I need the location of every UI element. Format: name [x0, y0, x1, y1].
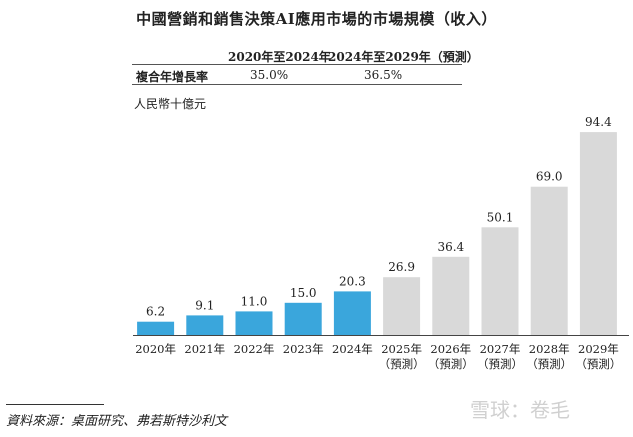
cagr-divider [132, 64, 462, 65]
bar-7 [481, 227, 519, 335]
cagr-header-2020-2024: 2020年至2024年 [228, 50, 331, 64]
bar-1 [186, 315, 224, 335]
cagr-row-label: 複合年增長率 [136, 70, 209, 84]
data-label-1: 9.1 [195, 298, 214, 312]
bar-3 [284, 302, 322, 335]
x-tick-forecast-8: （預測） [526, 357, 572, 371]
cagr-value-2020-2024: 35.0% [250, 68, 289, 82]
cagr-header-2024-2029: 2024年至2029年（預測） [328, 50, 479, 64]
source-note: 資料來源：桌面研究、弗若斯特沙利文 [6, 414, 228, 429]
x-tick-forecast-9: （預測） [575, 357, 621, 371]
x-tick-label-0: 2020年 [135, 342, 176, 356]
x-tick-label-6: 2026年 [430, 342, 471, 356]
bar-5 [383, 277, 421, 335]
bar-0 [137, 321, 175, 335]
data-label-0: 6.2 [146, 305, 165, 319]
x-tick-label-7: 2027年 [480, 342, 521, 356]
bar-9 [579, 132, 617, 335]
data-label-8: 69.0 [536, 170, 563, 184]
x-tick-label-3: 2023年 [283, 342, 324, 356]
data-label-6: 36.4 [437, 240, 464, 254]
bar-8 [530, 186, 568, 335]
bar-6 [432, 256, 470, 335]
data-label-4: 20.3 [339, 274, 366, 288]
x-tick-label-9: 2029年 [578, 342, 619, 356]
bar-4 [333, 291, 371, 335]
data-label-5: 26.9 [388, 260, 415, 274]
source-rule [6, 404, 104, 405]
data-label-2: 11.0 [241, 294, 268, 308]
data-label-9: 94.4 [585, 115, 612, 129]
x-tick-label-1: 2021年 [184, 342, 225, 356]
x-tick-label-8: 2028年 [529, 342, 570, 356]
watermark: 雪球：卷毛 [470, 398, 570, 422]
cagr-value-2024-2029: 36.5% [364, 68, 403, 82]
cagr-bottom-rule [132, 84, 462, 85]
bar-2 [235, 311, 273, 335]
unit-label: 人民幣十億元 [134, 97, 207, 111]
x-tick-forecast-6: （預測） [428, 357, 474, 371]
x-tick-label-5: 2025年 [381, 342, 422, 356]
data-label-7: 50.1 [487, 210, 514, 224]
data-label-3: 15.0 [290, 286, 317, 300]
chart-title: 中國營銷和銷售決策AI應用市場的市場規模（收入） [136, 10, 497, 28]
x-tick-label-4: 2024年 [332, 342, 373, 356]
x-tick-forecast-7: （預測） [477, 357, 523, 371]
x-tick-forecast-5: （預測） [379, 357, 425, 371]
x-tick-label-2: 2022年 [234, 342, 275, 356]
